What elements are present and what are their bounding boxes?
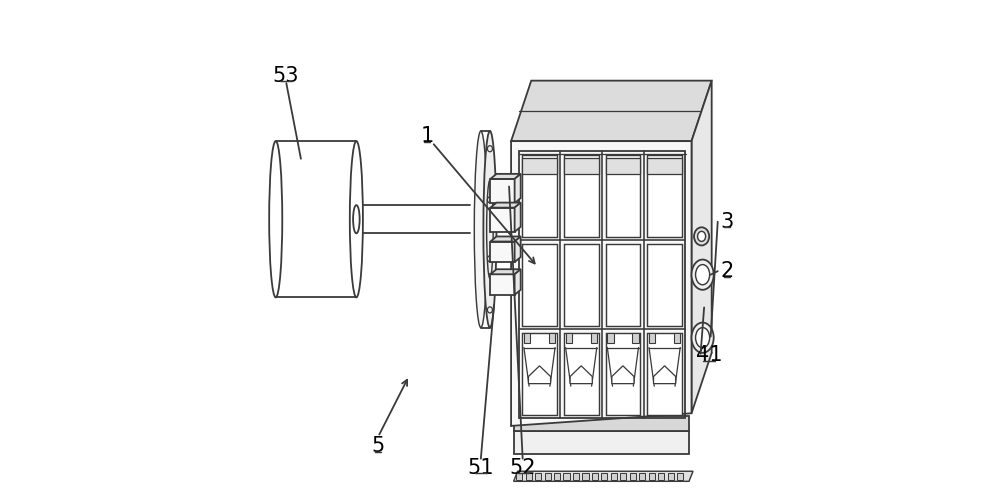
Bar xyxy=(535,473,541,480)
Polygon shape xyxy=(612,366,634,384)
Text: 2: 2 xyxy=(720,261,733,281)
Polygon shape xyxy=(490,236,521,241)
Bar xyxy=(632,333,639,344)
Bar xyxy=(606,244,640,326)
Bar xyxy=(522,244,557,326)
Text: 41: 41 xyxy=(696,345,722,365)
Bar xyxy=(573,473,579,480)
Ellipse shape xyxy=(692,323,714,353)
Polygon shape xyxy=(514,431,689,454)
Bar xyxy=(566,333,572,344)
Ellipse shape xyxy=(696,265,710,285)
Bar xyxy=(674,333,680,344)
Bar xyxy=(611,473,617,480)
Bar xyxy=(522,158,557,174)
Bar xyxy=(601,473,607,480)
Bar xyxy=(563,473,570,480)
Text: 5: 5 xyxy=(371,436,385,456)
Polygon shape xyxy=(490,208,515,232)
Bar xyxy=(606,333,640,415)
Bar xyxy=(647,155,682,237)
Bar xyxy=(554,473,560,480)
Polygon shape xyxy=(515,269,521,295)
Bar xyxy=(526,473,532,480)
Text: 52: 52 xyxy=(509,458,536,478)
Polygon shape xyxy=(511,81,712,141)
Polygon shape xyxy=(490,269,521,274)
Bar xyxy=(677,473,683,480)
Polygon shape xyxy=(654,366,676,384)
Bar xyxy=(522,155,557,237)
Bar xyxy=(564,155,599,237)
Ellipse shape xyxy=(694,227,709,245)
Polygon shape xyxy=(692,81,712,413)
Text: 53: 53 xyxy=(273,66,299,86)
Ellipse shape xyxy=(696,328,710,348)
Bar xyxy=(647,333,682,415)
Bar xyxy=(639,473,645,480)
Bar xyxy=(630,473,636,480)
Bar xyxy=(606,158,640,174)
Ellipse shape xyxy=(474,131,487,328)
Bar xyxy=(649,333,655,344)
Bar xyxy=(592,473,598,480)
Polygon shape xyxy=(515,236,521,262)
Bar xyxy=(658,473,664,480)
Bar xyxy=(647,158,682,174)
Bar xyxy=(582,473,589,480)
Ellipse shape xyxy=(350,141,363,297)
Bar xyxy=(524,333,530,344)
Bar xyxy=(668,473,674,480)
Ellipse shape xyxy=(269,141,282,297)
Polygon shape xyxy=(528,366,551,384)
Polygon shape xyxy=(490,241,515,262)
Bar xyxy=(519,151,685,418)
Polygon shape xyxy=(490,274,515,295)
Polygon shape xyxy=(515,174,521,203)
Bar xyxy=(516,473,522,480)
Ellipse shape xyxy=(353,205,360,233)
Bar xyxy=(591,333,597,344)
Ellipse shape xyxy=(692,260,714,290)
Polygon shape xyxy=(490,174,521,179)
Bar xyxy=(620,473,626,480)
Bar xyxy=(564,244,599,326)
Bar xyxy=(564,333,599,415)
Polygon shape xyxy=(514,471,693,481)
Bar xyxy=(647,244,682,326)
Text: 51: 51 xyxy=(468,458,494,478)
Bar xyxy=(545,473,551,480)
Polygon shape xyxy=(514,416,689,431)
Bar xyxy=(549,333,555,344)
Bar xyxy=(607,333,614,344)
Text: 1: 1 xyxy=(420,126,434,146)
Text: 3: 3 xyxy=(720,212,733,232)
Bar xyxy=(606,155,640,237)
Ellipse shape xyxy=(483,131,496,328)
Polygon shape xyxy=(570,366,592,384)
Polygon shape xyxy=(490,203,521,208)
Polygon shape xyxy=(515,203,521,232)
Bar xyxy=(649,473,655,480)
Bar xyxy=(564,158,599,174)
Polygon shape xyxy=(511,141,692,426)
Ellipse shape xyxy=(698,231,706,241)
Polygon shape xyxy=(490,179,515,203)
Bar xyxy=(522,333,557,415)
